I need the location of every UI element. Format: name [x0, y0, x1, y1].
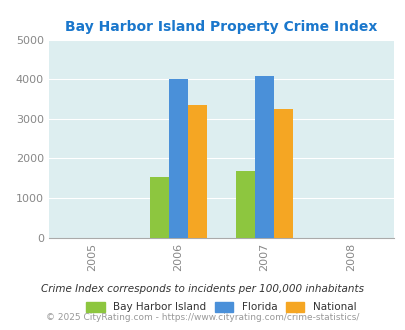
Text: Crime Index corresponds to incidents per 100,000 inhabitants: Crime Index corresponds to incidents per…	[41, 284, 364, 294]
Bar	[149, 178, 168, 238]
Bar	[273, 109, 292, 238]
Bar	[168, 79, 187, 238]
Bar	[254, 76, 273, 238]
Text: © 2025 CityRating.com - https://www.cityrating.com/crime-statistics/: © 2025 CityRating.com - https://www.city…	[46, 313, 359, 322]
Title: Bay Harbor Island Property Crime Index: Bay Harbor Island Property Crime Index	[65, 20, 377, 34]
Bar	[235, 171, 254, 238]
Bar	[187, 105, 206, 238]
Legend: Bay Harbor Island, Florida, National: Bay Harbor Island, Florida, National	[86, 302, 356, 313]
